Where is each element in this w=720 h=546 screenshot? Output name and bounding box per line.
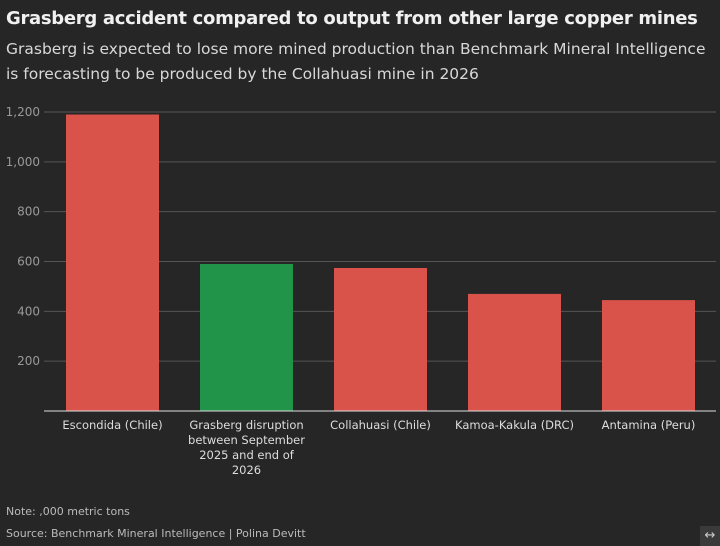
x-tick-label: Grasberg disruption between September 2025… xyxy=(188,418,305,477)
y-tick-label: 600 xyxy=(17,255,40,269)
bar xyxy=(334,267,427,411)
source: Source: Benchmark Mineral Intelligence |… xyxy=(6,527,306,540)
expand-icon[interactable]: ↔ xyxy=(700,526,720,546)
chart-subtitle: Grasberg is expected to lose more mined … xyxy=(6,40,706,83)
x-tick-label: Kamoa-Kakula (DRC) xyxy=(455,418,574,432)
y-tick-label: 200 xyxy=(17,354,40,368)
x-tick-label: Antamina (Peru) xyxy=(602,418,696,432)
bar-chart: 200 400 600 800 1,000 1,200 Escondida (Chile) G… xyxy=(6,105,716,477)
note: Note: ,000 metric tons xyxy=(6,505,130,518)
chart-title: Grasberg accident compared to output fro… xyxy=(6,8,698,29)
y-tick-label: 400 xyxy=(17,304,40,318)
x-tick-label: Collahuasi (Chile) xyxy=(330,418,431,432)
y-tick-label: 800 xyxy=(17,205,40,219)
bar xyxy=(602,300,695,411)
x-tick-label: Escondida (Chile) xyxy=(62,418,162,432)
y-tick-label: 1,000 xyxy=(6,155,40,169)
bar xyxy=(200,263,293,411)
bar xyxy=(66,114,159,411)
y-tick-label: 1,200 xyxy=(6,105,40,119)
bar xyxy=(468,293,561,411)
